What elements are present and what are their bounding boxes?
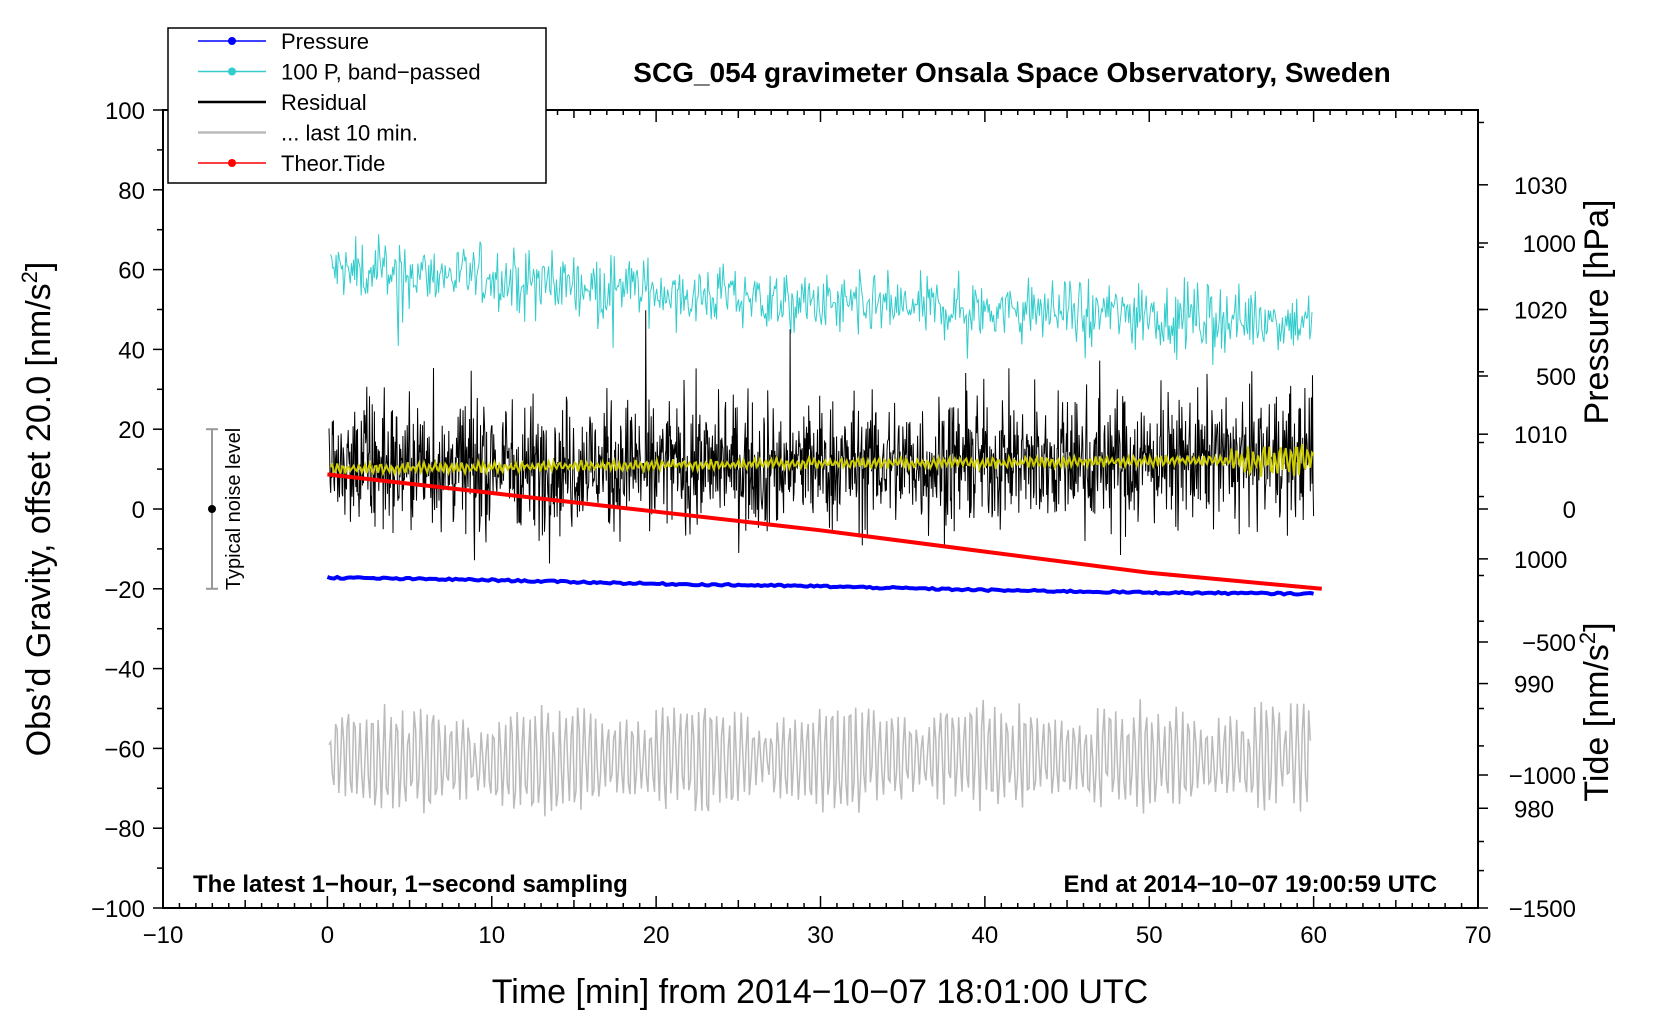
x-tick-label: 30 [807,922,834,949]
y-pressure-tick-label: 1010 [1514,422,1567,449]
x-tick-label: 70 [1465,922,1492,949]
y-tide-tick-label: −1500 [1509,896,1576,923]
y-tide-tick-label: −500 [1522,630,1576,657]
y-left-tick-label: −20 [104,577,145,604]
legend-label: Pressure [281,29,369,54]
x-axis-title: Time [min] from 2014−10−07 18:01:00 UTC [492,973,1148,1011]
legend-marker [228,37,236,45]
y-left-tick-label: 60 [118,258,145,285]
y-tide-tick-label: 1000 [1523,231,1576,258]
data-traces [326,234,1322,817]
y-left-tick-label: 20 [118,417,145,444]
y-left-tick-label: 100 [105,98,145,125]
y-pressure-tick-label: 1030 [1514,173,1567,200]
y-left-tick-label: −80 [104,816,145,843]
x-tick-label: 0 [321,922,334,949]
legend-label: 100 P, band−passed [281,60,481,85]
note-right: End at 2014−10−07 19:00:59 UTC [1063,871,1437,898]
legend-marker [228,67,236,76]
noise-indicator: Typical noise level [206,428,245,590]
y-left-tick-label: −60 [104,736,145,763]
y-axis-tide-title: Tide [nm/s2] [1575,622,1616,801]
legend-label: Theor.Tide [281,151,385,176]
y-tide-tick-label: −1000 [1509,763,1576,790]
y-left-tick-label: 0 [132,497,145,524]
series-theor-tide [327,472,1322,591]
series-residual [328,310,1315,564]
series-residual-smoothed [329,443,1315,478]
x-tick-label: 20 [643,922,670,949]
y-left-tick-label: −40 [104,657,145,684]
y-tide-tick-label: 0 [1563,497,1576,524]
noise-label: Typical noise level [223,428,245,590]
x-tick-label: −10 [143,922,184,949]
y-tide-tick-label: 500 [1536,364,1576,391]
y-pressure-tick-label: 990 [1514,672,1554,699]
legend-marker [228,159,236,167]
legend-box [167,27,547,184]
y-axis-left: −100 −80 −60 −40 −20 0 20 40 60 80 100 [91,98,163,923]
y-left-tick-label: −100 [91,896,145,923]
y-left-tick-label: 80 [118,178,145,205]
legend-label: Residual [281,90,367,115]
series-pressure [326,574,1315,597]
x-axis: −10 0 10 20 30 40 50 60 70 [143,110,1492,949]
note-left: The latest 1−hour, 1−second sampling [193,871,628,898]
series-band-passed [330,234,1313,366]
chart-title: SCG_054 gravimeter Onsala Space Observat… [633,57,1390,88]
y-axis-pressure-title: Pressure [hPa] [1578,200,1616,425]
y-pressure-tick-label: 1020 [1514,298,1567,325]
legend-label: ... last 10 min. [281,121,418,146]
y-axis-tide: −1500 −1000 −500 0 500 1000 [1478,231,1576,923]
x-tick-label: 10 [478,922,505,949]
series-last-10-min [328,699,1312,817]
x-tick-label: 60 [1300,922,1327,949]
y-pressure-tick-label: 980 [1514,796,1554,823]
y-pressure-tick-label: 1000 [1514,547,1567,574]
y-left-tick-label: 40 [118,337,145,364]
y-axis-pressure: 980 990 1000 1010 1020 1030 [1478,121,1567,872]
y-axis-left-title: Obs’d Gravity, offset 20.0 [nm/s2] [17,262,58,757]
x-tick-label: 40 [972,922,999,949]
x-tick-label: 50 [1136,922,1163,949]
noise-dot [208,505,216,513]
legend: Pressure 100 P, band−passed Residual ... la… [167,27,547,184]
